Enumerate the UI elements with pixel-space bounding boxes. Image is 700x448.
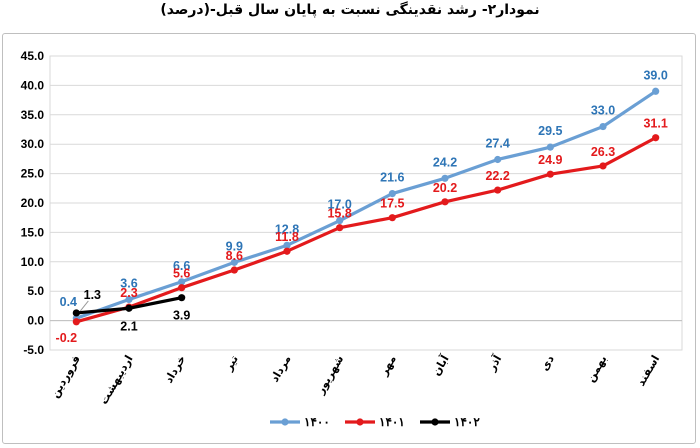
data-label: -0.2	[56, 331, 78, 345]
data-label: 33.0	[591, 104, 615, 118]
y-tick-label: 40.0	[21, 78, 45, 92]
x-tick-label: دی	[538, 353, 557, 373]
data-point	[441, 198, 449, 206]
data-point	[546, 143, 554, 151]
y-tick-label: 15.0	[21, 225, 45, 239]
data-point	[336, 217, 344, 225]
legend-swatch-marker	[281, 418, 289, 426]
data-point	[441, 174, 449, 182]
x-tick-label: آبان	[429, 352, 452, 378]
y-tick-label: -5.0	[23, 343, 44, 357]
y-tick-label: 10.0	[21, 255, 45, 269]
chart-frame	[2, 33, 696, 444]
data-point	[599, 162, 607, 170]
x-tick-label: خرداد	[162, 353, 188, 385]
x-tick-label: شهریور	[313, 353, 346, 397]
data-label: 26.3	[591, 145, 615, 159]
y-tick-label: 35.0	[21, 108, 45, 122]
plot-area-border	[49, 55, 683, 351]
data-label: 11.8	[275, 230, 299, 244]
data-label: 21.6	[380, 171, 404, 185]
x-tick-label: مرداد	[268, 353, 294, 384]
data-label: 24.2	[433, 155, 457, 169]
x-tick-label: اردیبهشت	[97, 353, 135, 407]
data-point	[652, 87, 660, 95]
data-point	[72, 318, 80, 326]
y-tick-label: 25.0	[21, 167, 45, 181]
legend-label: ۱۴۰۱	[379, 415, 405, 429]
data-point	[283, 247, 291, 255]
data-label: 29.5	[538, 124, 562, 138]
data-point	[494, 186, 502, 194]
data-point	[388, 214, 396, 222]
data-point	[178, 294, 186, 302]
data-point	[599, 122, 607, 131]
data-label: 3.6	[120, 276, 137, 290]
data-label: 39.0	[643, 68, 667, 82]
y-tick-label: 0.0	[27, 314, 44, 328]
data-label: 6.6	[173, 259, 190, 273]
data-label: 3.9	[173, 309, 190, 323]
legend-swatch-marker	[356, 418, 364, 426]
data-label: 20.2	[433, 181, 457, 195]
x-tick-label: اسفند	[634, 353, 662, 388]
legend-label: ۱۴۰۲	[454, 415, 480, 429]
chart-title: نمودار۲- رشد نقدینگی نسبت به پایان سال ق…	[160, 2, 540, 18]
data-label: 8.6	[226, 249, 243, 263]
data-point	[336, 224, 344, 232]
legend-label: ۱۴۰۰	[304, 415, 330, 429]
data-label: 17.0	[327, 198, 351, 212]
data-label: 22.2	[485, 169, 509, 183]
series-line-1	[74, 136, 658, 324]
x-tick-label: بهمن	[584, 353, 610, 384]
data-label: 1.3	[84, 288, 101, 302]
data-label: 0.4	[60, 295, 77, 309]
data-label: 15.8	[327, 207, 351, 221]
data-point	[230, 266, 238, 274]
data-point	[178, 284, 186, 292]
data-point	[230, 258, 238, 266]
x-tick-label: مهر	[377, 353, 399, 378]
y-tick-label: 20.0	[21, 196, 45, 210]
data-point	[388, 189, 396, 198]
label-leader-line	[79, 300, 89, 312]
x-tick-label: فروردین	[48, 353, 83, 400]
data-point	[283, 241, 291, 249]
y-tick-label: 45.0	[21, 49, 45, 63]
data-point	[546, 170, 554, 178]
y-tick-label: 30.0	[21, 137, 45, 151]
y-tick-label: 5.0	[27, 284, 44, 298]
x-tick-label: تیر	[221, 353, 240, 374]
legend-swatch-marker	[431, 418, 439, 426]
data-label: 5.6	[173, 267, 190, 281]
data-point	[494, 155, 502, 164]
data-label: 24.9	[538, 153, 562, 167]
data-label: 9.9	[226, 239, 243, 253]
data-point	[125, 304, 133, 312]
data-label: 27.4	[485, 136, 509, 150]
series-line-0	[74, 89, 658, 320]
data-label: 31.1	[643, 117, 667, 131]
data-point	[178, 278, 186, 286]
data-point	[652, 134, 660, 142]
data-point	[72, 309, 80, 317]
data-label: 2.1	[120, 319, 137, 333]
data-label: 12.8	[275, 222, 299, 236]
data-label: 17.5	[380, 197, 404, 211]
data-label: 2.3	[120, 286, 137, 300]
data-point	[125, 295, 133, 304]
x-tick-label: آذر	[484, 352, 505, 374]
